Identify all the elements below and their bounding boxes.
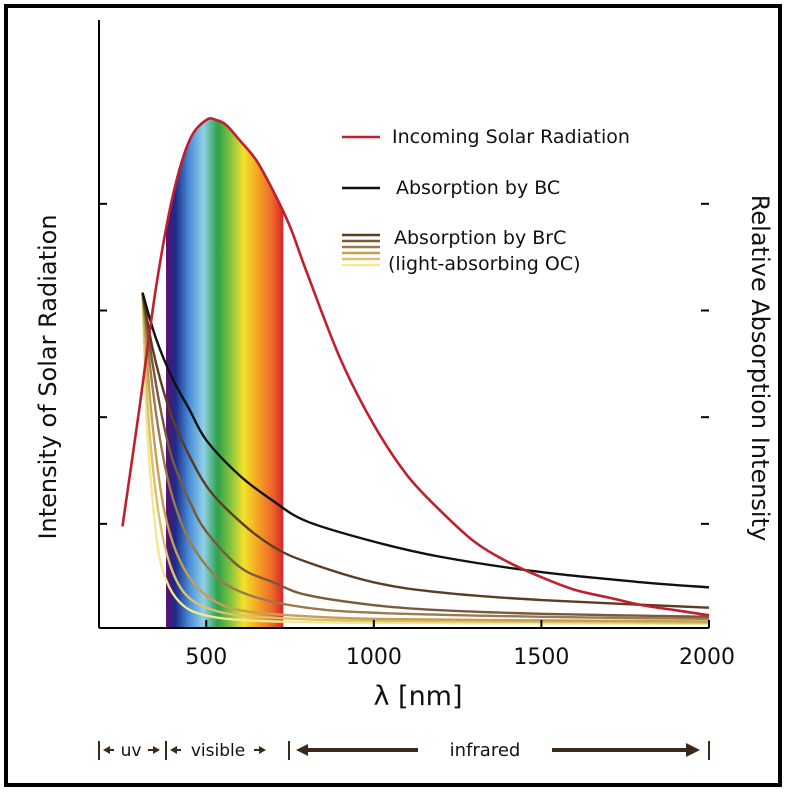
axes: [98, 20, 709, 629]
x-tick-label-0: 500: [185, 645, 227, 670]
series-line-6: [141, 292, 710, 625]
infrared-right-arrow-icon: [686, 743, 700, 757]
x-tick-label-1: 1000: [346, 645, 402, 670]
region-indicators: uv visible infrared: [98, 740, 710, 761]
region-label-uv: uv: [121, 741, 142, 761]
region-label-visible: visible: [191, 741, 245, 761]
x-axis-title: λ [nm]: [373, 681, 462, 712]
figure-frame: [4, 4, 782, 787]
legend-label-bc: Absorption by BC: [396, 177, 560, 199]
uv-right-arrow-icon: [153, 746, 160, 754]
series-line-7: [141, 292, 710, 626]
x-ticks: 500 1000 1500 2000: [185, 620, 735, 670]
series-line-4: [141, 292, 710, 621]
series-group: [121, 116, 710, 626]
series-line-0: [121, 116, 710, 617]
visible-spectrum-band: [166, 118, 284, 628]
legend: Incoming Solar Radiation Absorption by B…: [342, 126, 630, 275]
infrared-left-arrow-icon: [296, 744, 308, 756]
x-tick-label-3: 2000: [679, 645, 735, 670]
visible-spectrum-fill: [166, 118, 284, 628]
legend-label-solar: Incoming Solar Radiation: [392, 126, 630, 148]
legend-label-brc: Absorption by BrC: [394, 227, 566, 249]
series-line-5: [141, 292, 710, 623]
visible-right-arrow-icon: [259, 746, 266, 754]
visible-left-arrow-icon: [170, 746, 177, 754]
legend-swatch-brc: [342, 233, 380, 267]
y-ticks: [99, 202, 709, 525]
legend-label-oc: (light-absorbing OC): [388, 253, 581, 275]
x-tick-label-2: 1500: [513, 645, 569, 670]
y-axis-title-left: Intensity of Solar Radiation: [34, 214, 62, 539]
uv-left-arrow-icon: [103, 746, 110, 754]
series-line-3: [141, 292, 710, 619]
series-line-1: [141, 292, 710, 589]
series-line-2: [141, 292, 710, 609]
y-axis-title-right: Relative Absorption Intensity: [746, 195, 774, 541]
region-label-infrared: infrared: [450, 740, 521, 761]
